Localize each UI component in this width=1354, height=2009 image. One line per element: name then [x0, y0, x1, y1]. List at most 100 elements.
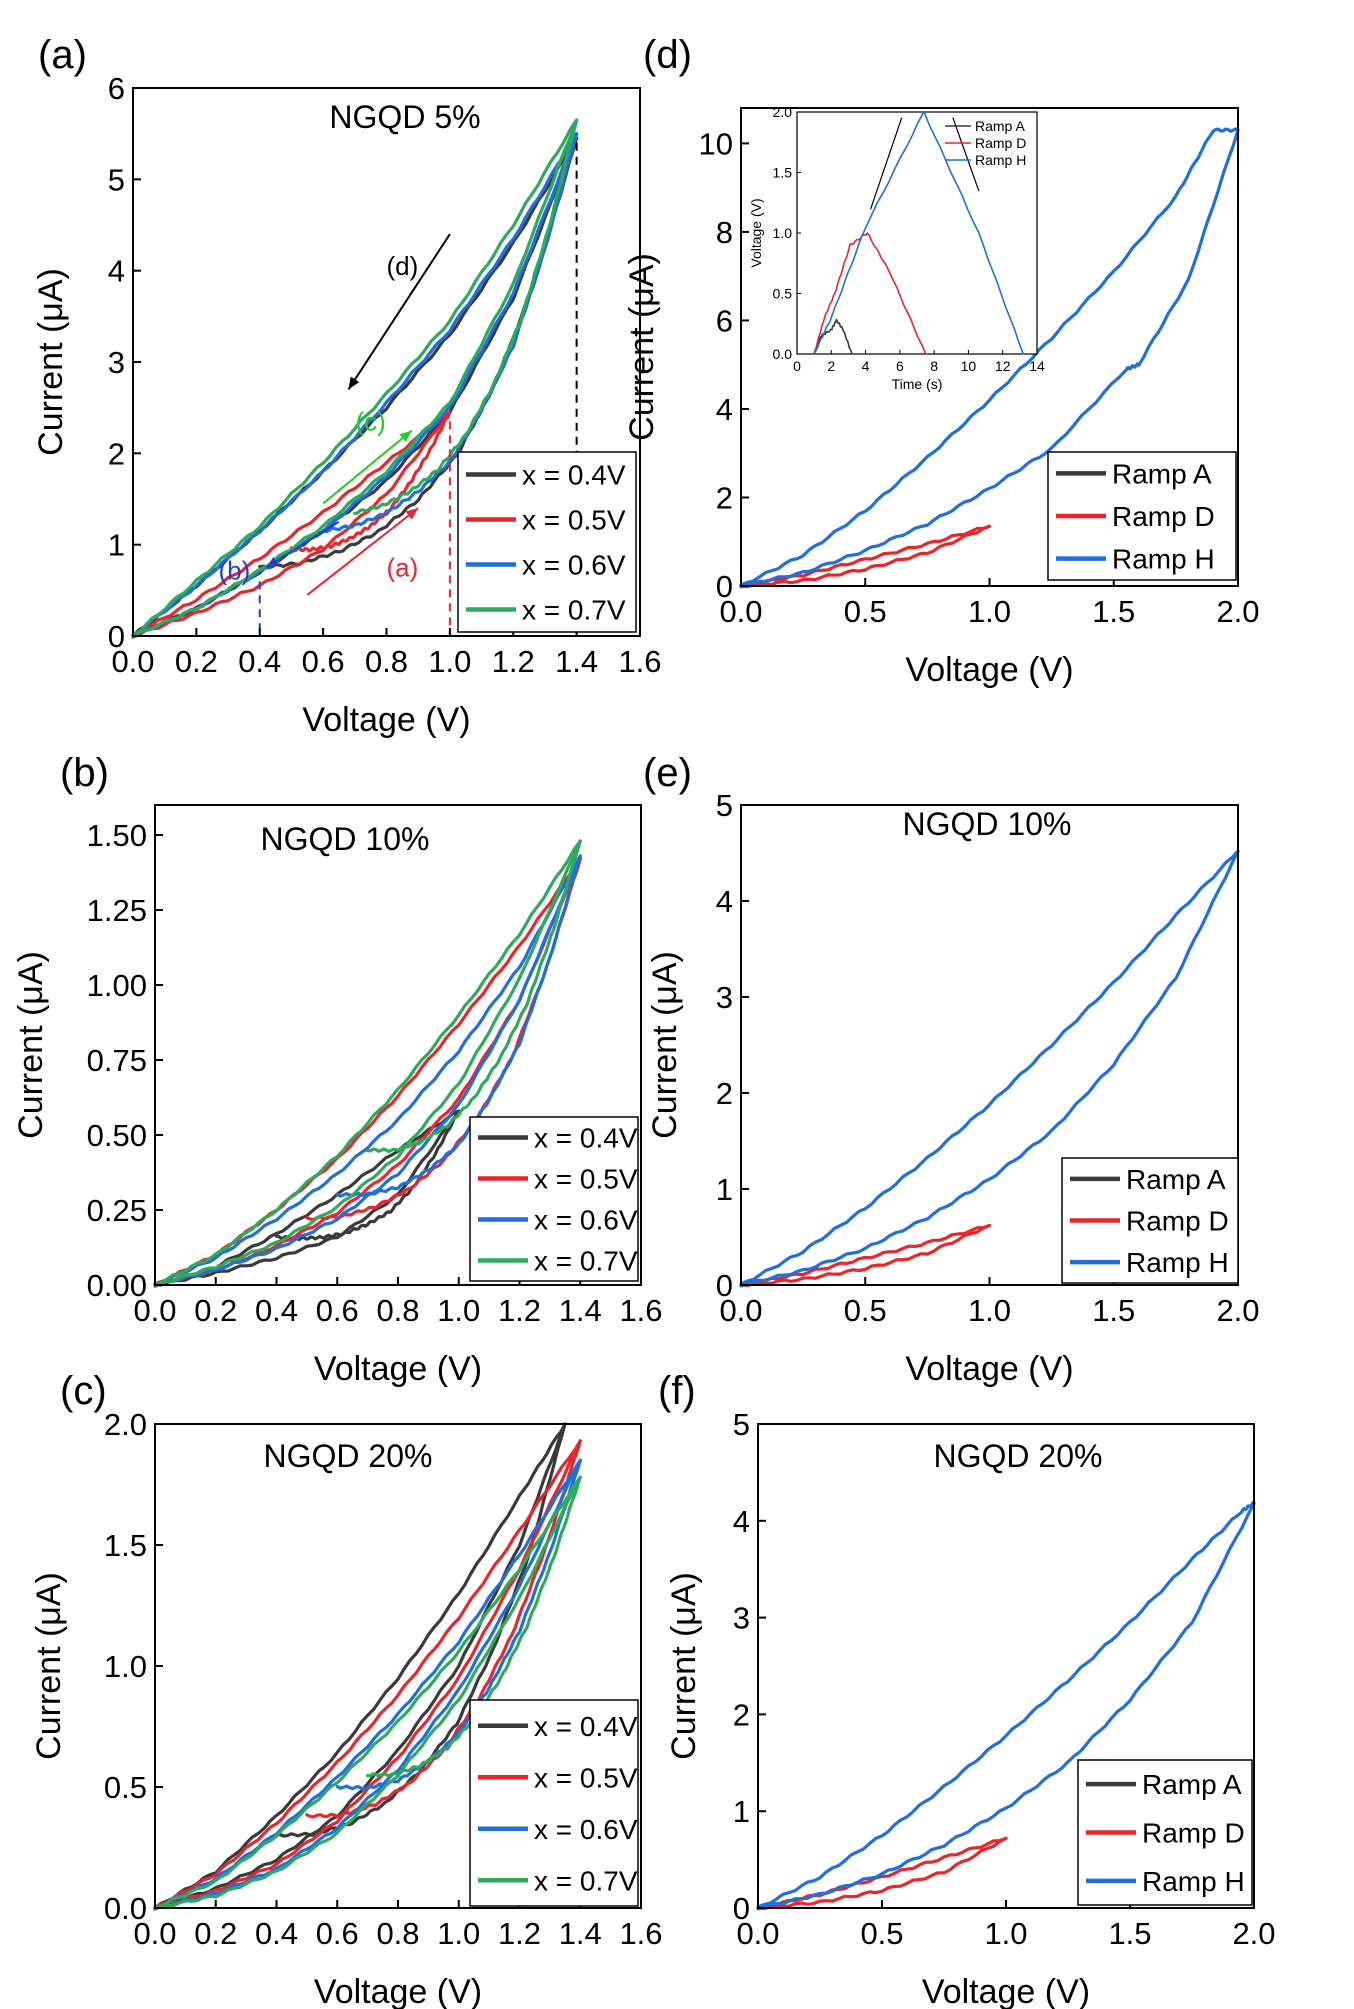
annotation-arrow: [265, 520, 340, 569]
y-tick-label: 0.5: [104, 1770, 147, 1805]
y-tick-label: 1: [733, 1794, 750, 1829]
inset-legend-label: Ramp D: [975, 135, 1026, 151]
x-tick-label: 0.8: [376, 1916, 419, 1951]
x-tick-label: 0.5: [844, 594, 887, 629]
inset-x-tick-label: 4: [862, 358, 870, 374]
series-group: [739, 849, 1240, 1288]
inset-y-tick-label: 1.0: [773, 225, 793, 241]
legend-label: Ramp A: [1112, 458, 1212, 489]
inset-x-tick-label: 6: [896, 358, 904, 374]
x-tick-label: 0.6: [316, 1293, 359, 1328]
series-inner-loop: [353, 118, 579, 515]
y-tick-label: 1.25: [87, 893, 147, 928]
series-line-x-0-7v: [131, 118, 579, 638]
x-tick-label: 1.2: [498, 1293, 541, 1328]
inset-series-ramp-h: [813, 110, 1025, 355]
y-tick-label: 1: [716, 1172, 733, 1207]
legend-label: Ramp D: [1142, 1818, 1245, 1849]
y-tick-label: 4: [108, 254, 125, 289]
x-tick-label: 0.0: [719, 1293, 762, 1328]
series-line-x-0-7v: [153, 1475, 582, 1910]
x-tick-label: 2.0: [1216, 594, 1259, 629]
legend-label: Ramp D: [1126, 1206, 1229, 1237]
legend-label: x = 0.5V: [534, 1762, 638, 1793]
series-group: [153, 1422, 582, 1911]
x-tick-label: 0.5: [844, 1293, 887, 1328]
legend-label: x = 0.7V: [534, 1865, 638, 1896]
panel-a: (a) (a) (b) (c) (d) 0.0 0.2 0.4 0.6 0.8 1.0 1.2 1.4 1…: [32, 33, 662, 739]
panel-label: (b): [60, 751, 109, 795]
legend-label: Ramp H: [1126, 1247, 1229, 1278]
legend-label: x = 0.5V: [522, 505, 626, 536]
panel-e: (e) 0.0 0.5 1.0 1.5 2.0 0 1 2 3 4 5 Voltage (V) Curre…: [643, 751, 1260, 1388]
legend-box: [457, 451, 637, 633]
panel-label: (f): [658, 1369, 696, 1413]
x-axis-title: Voltage (V): [302, 701, 470, 739]
legend: x = 0.4V x = 0.5V x = 0.6V x = 0.7V: [469, 1116, 639, 1282]
x-axis-title: Voltage (V): [314, 1350, 482, 1388]
series-line-x-0-5v: [131, 410, 452, 639]
y-tick-label: 2: [716, 480, 733, 515]
annotation-arrowhead: [399, 430, 412, 443]
series-group: [739, 127, 1240, 589]
inset-y-title: Voltage (V): [748, 198, 764, 267]
legend-label: x = 0.4V: [534, 1711, 638, 1742]
annotation-label: (b): [219, 555, 251, 585]
x-tick-label: 2.0: [1232, 1916, 1275, 1951]
x-tick-label: 0.8: [365, 644, 408, 679]
x-tick-label: 0.4: [255, 1916, 298, 1951]
legend-box: [469, 1699, 639, 1907]
x-tick-label: 0.4: [255, 1293, 298, 1328]
legend-label: Ramp D: [1112, 501, 1215, 532]
inset-x-tick-label: 12: [995, 358, 1011, 374]
y-tick-label: 1: [108, 528, 125, 563]
y-axis-title: Current (μA): [32, 268, 70, 456]
inset-x-tick-label: 8: [930, 358, 938, 374]
series-line-x-0-4v: [153, 1422, 567, 1910]
legend-label: Ramp A: [1142, 1769, 1242, 1800]
inset-chart: 0 2 4 6 8 10 12 14 0.0 0.5 1.0 1.5 2.0 Time (s) Voltag…: [748, 104, 1045, 392]
series-line-ramp-d: [739, 524, 992, 588]
x-tick-label: 0.0: [719, 594, 762, 629]
series-inner-loop: [274, 1109, 461, 1242]
x-tick-label: 1.6: [618, 644, 661, 679]
series-line-x-0-6v: [131, 132, 579, 637]
legend-box: [469, 1116, 639, 1282]
y-axis-title: Current (μA): [623, 253, 661, 441]
x-tick-label: 1.5: [1108, 1916, 1151, 1951]
x-tick-label: 0.6: [302, 644, 345, 679]
series-line-x-0-5v: [131, 410, 452, 637]
x-tick-label: 1.2: [498, 1916, 541, 1951]
x-tick-label: 0.0: [736, 1916, 779, 1951]
x-tick-label: 0.2: [194, 1916, 237, 1951]
y-tick-label: 5: [733, 1407, 750, 1442]
series-line-ramp-h: [739, 128, 1240, 589]
x-tick-label: 0.4: [238, 644, 281, 679]
y-axis-title: Current (μA): [646, 951, 684, 1139]
y-tick-label: 6: [108, 71, 125, 106]
x-tick-label: 1.4: [559, 1293, 602, 1328]
inset-y-tick-label: 1.5: [773, 165, 793, 181]
annotation-label: (a): [386, 553, 418, 583]
inset-series-ramp-d: [813, 232, 927, 355]
inset-y-tick-label: 0.5: [773, 286, 793, 302]
inset-legend-label: Ramp A: [975, 118, 1025, 134]
series-line-x-0-7v: [153, 1475, 582, 1910]
panel-label: (d): [643, 33, 692, 77]
series-inner-loop: [366, 839, 582, 1154]
legend-label: x = 0.7V: [522, 595, 626, 626]
series-line-ramp-d: [756, 1836, 1008, 1911]
legend: Ramp A Ramp D Ramp H: [1061, 1157, 1239, 1284]
series-line-x-0-7v: [153, 839, 582, 1287]
legend: x = 0.4V x = 0.5V x = 0.6V x = 0.7V: [469, 1699, 639, 1907]
annotation-arrow: [347, 233, 451, 390]
series-line-x-0-7v: [153, 839, 582, 1287]
y-tick-label: 4: [733, 1504, 750, 1539]
series-group: [756, 1501, 1256, 1911]
inset-x-tick-label: 10: [961, 358, 977, 374]
x-tick-label: 1.6: [619, 1293, 662, 1328]
annotation-arrowhead: [348, 376, 360, 390]
x-axis-title: Voltage (V): [905, 1350, 1073, 1388]
y-tick-label: 0.75: [87, 1043, 147, 1078]
x-tick-label: 0.5: [860, 1916, 903, 1951]
